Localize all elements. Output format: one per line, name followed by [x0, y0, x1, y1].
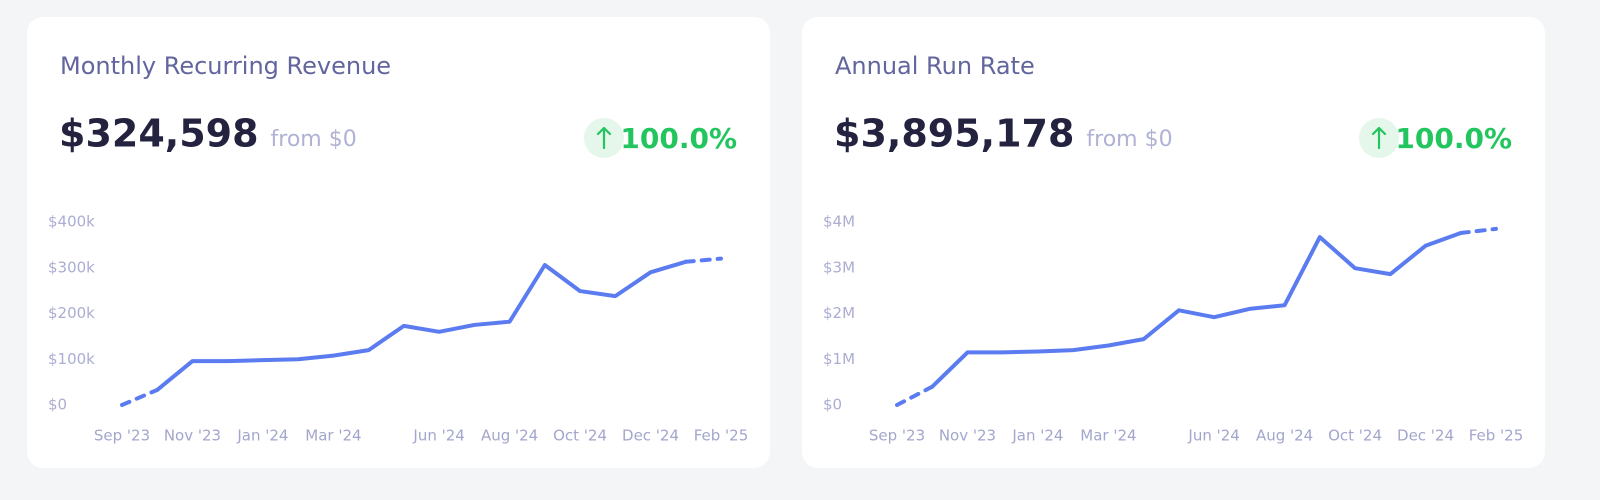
- headline-value: $3,895,178: [834, 112, 1074, 156]
- line-dashed: [895, 384, 935, 407]
- x-tick-label: Aug '24: [481, 427, 538, 445]
- up-icon: [596, 126, 612, 150]
- x-tick-label: Sep '23: [869, 427, 925, 445]
- x-tick-label: Dec '24: [622, 427, 679, 445]
- line-dashed: [1458, 226, 1498, 235]
- change: 100.0%: [1395, 122, 1512, 155]
- x-tick-label: Jun '24: [412, 427, 464, 445]
- up-icon: [1371, 126, 1387, 150]
- y-tick-label: $400k: [48, 213, 95, 231]
- y-tick-label: $2M: [823, 304, 855, 322]
- y-tick-label: $300k: [48, 258, 95, 276]
- x-tick-label: Oct '24: [553, 427, 607, 445]
- x-tick-label: Jan '24: [1011, 427, 1063, 445]
- line: [155, 259, 688, 392]
- comparison: from $0: [271, 127, 357, 152]
- x-tick-label: Dec '24: [1397, 427, 1454, 445]
- change: 100.0%: [620, 122, 737, 155]
- card: [802, 17, 1545, 468]
- y-tick-label: $4M: [823, 213, 855, 231]
- x-tick-label: Nov '23: [939, 427, 996, 445]
- y-tick-label: $3M: [823, 258, 855, 276]
- line-dashed: [683, 256, 723, 264]
- comparison: from $0: [1086, 127, 1172, 152]
- y-tick-label: $1M: [823, 350, 855, 368]
- line-dashed: [120, 387, 160, 407]
- y-tick-label: $0: [823, 396, 842, 414]
- headline-value: $324,598: [59, 112, 259, 156]
- card-title: Monthly Recurring Revenue: [60, 52, 391, 80]
- x-tick-label: Mar '24: [305, 427, 361, 445]
- x-tick-label: Nov '23: [164, 427, 221, 445]
- x-tick-label: Jun '24: [1187, 427, 1239, 445]
- x-tick-label: Feb '25: [694, 427, 749, 445]
- x-tick-label: Jan '24: [236, 427, 288, 445]
- x-tick-label: Mar '24: [1080, 427, 1136, 445]
- x-tick-label: Sep '23: [94, 427, 150, 445]
- y-tick-label: $100k: [48, 350, 95, 368]
- x-tick-label: Oct '24: [1328, 427, 1382, 445]
- line: [930, 230, 1463, 389]
- x-tick-label: Feb '25: [1469, 427, 1524, 445]
- y-tick-label: $200k: [48, 304, 95, 322]
- card-title: Annual Run Rate: [835, 52, 1035, 80]
- y-tick-label: $0: [48, 396, 67, 414]
- x-tick-label: Aug '24: [1256, 427, 1313, 445]
- card: [27, 17, 770, 468]
